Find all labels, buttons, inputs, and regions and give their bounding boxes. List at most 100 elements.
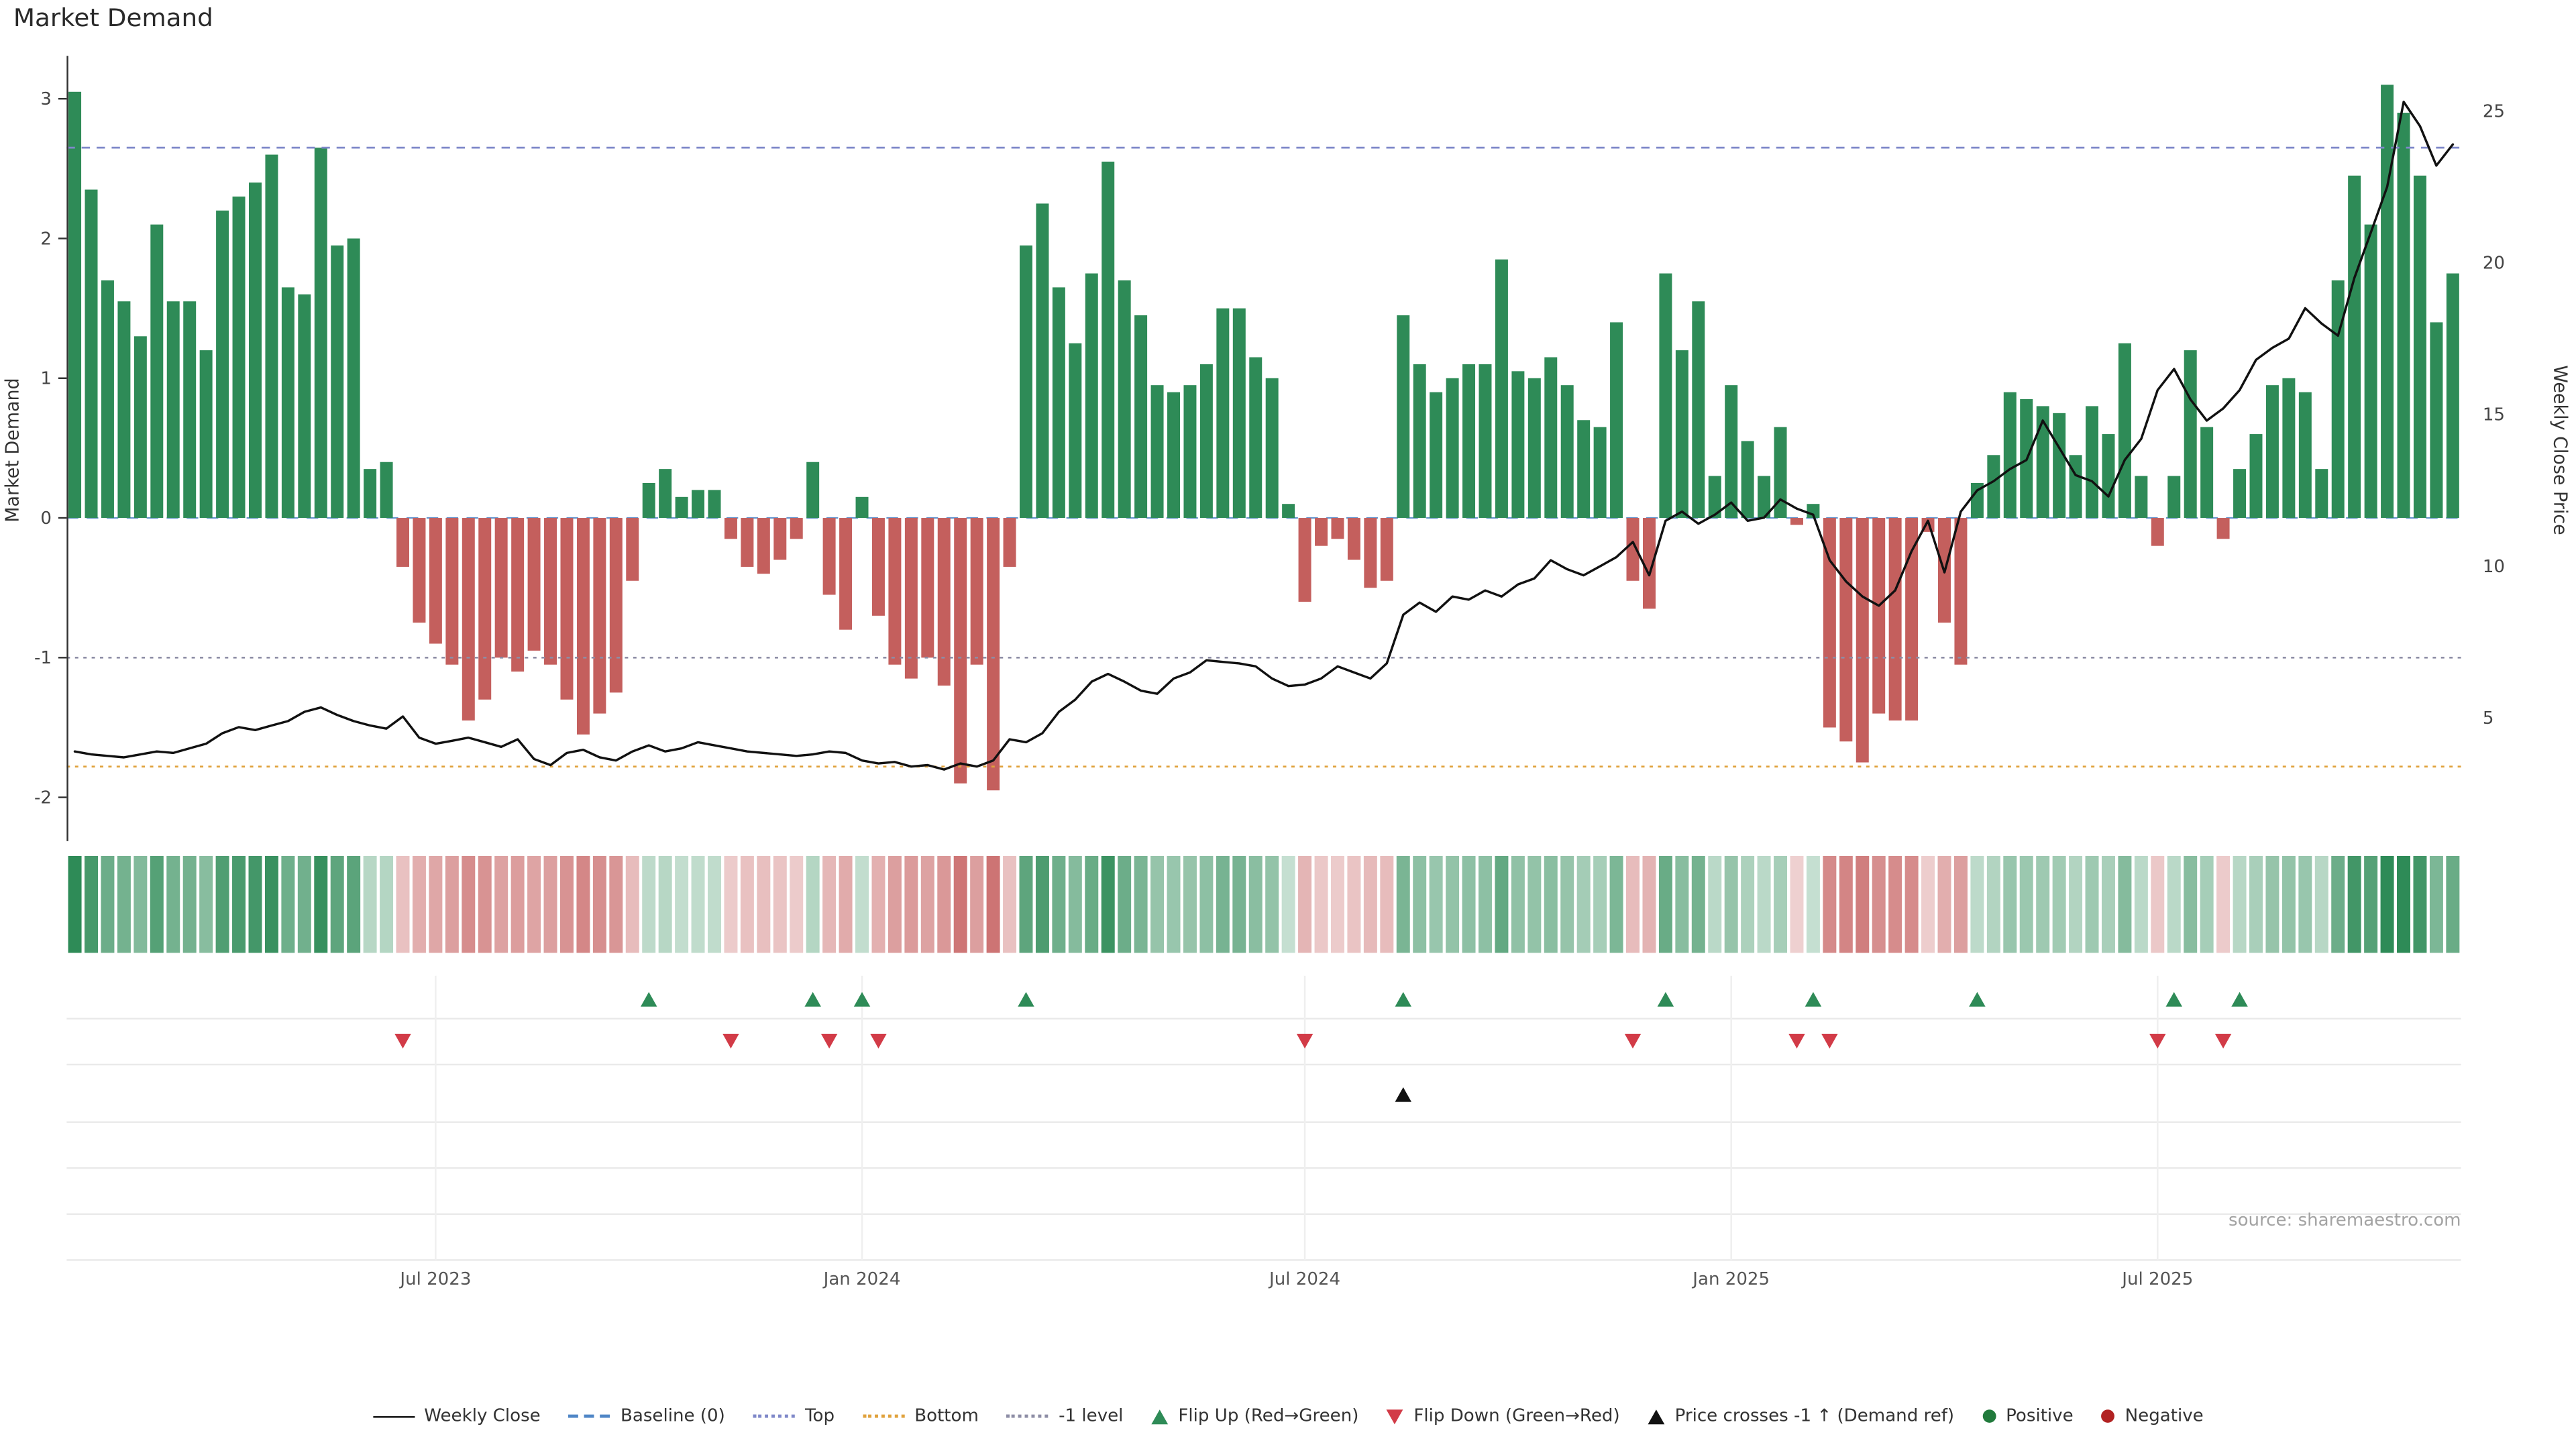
demand-bar bbox=[2298, 392, 2312, 519]
demand-bar bbox=[2216, 518, 2230, 539]
left-tick-label: -2 bbox=[34, 788, 52, 808]
flip-down-marker bbox=[394, 1034, 411, 1049]
legend-item: Negative bbox=[2101, 1406, 2204, 1426]
demand-bar bbox=[494, 518, 508, 658]
demand-bar bbox=[1347, 518, 1360, 560]
heatmap-cell bbox=[1757, 855, 1771, 953]
demand-bar bbox=[1527, 378, 1541, 519]
x-tick-label: Jul 2024 bbox=[1268, 1269, 1340, 1289]
heatmap-cell bbox=[1774, 855, 1788, 953]
heatmap-cell bbox=[527, 855, 541, 953]
heatmap-cell bbox=[1167, 855, 1181, 953]
marker-lanes bbox=[66, 975, 2461, 1261]
left-tick-label: 3 bbox=[40, 89, 52, 109]
heatmap-cell bbox=[2019, 855, 2033, 953]
demand-bar bbox=[527, 518, 541, 651]
demand-bar bbox=[101, 280, 114, 519]
left-tick-label: -1 bbox=[34, 648, 52, 668]
heatmap-cell bbox=[199, 855, 213, 953]
heatmap-cell bbox=[166, 855, 180, 953]
demand-bar bbox=[462, 518, 475, 721]
left-axis-label: Market Demand bbox=[2, 378, 23, 522]
market-demand-chart: -2 -1 0 1 2 3 Market Demand 5 10 15 20 25 Weekly Clo… bbox=[2, 56, 2571, 1289]
flip-up-marker bbox=[1657, 991, 1674, 1007]
x-tick-label: Jan 2025 bbox=[1691, 1269, 1770, 1289]
demand-bar bbox=[2315, 469, 2328, 519]
flip-up-marker bbox=[2165, 991, 2183, 1007]
flip-up-marker bbox=[640, 991, 657, 1007]
heatmap-cell bbox=[1281, 855, 1295, 953]
demand-bar bbox=[1462, 364, 1476, 519]
demand-bar bbox=[1905, 518, 1919, 721]
left-tick-label: 1 bbox=[40, 369, 52, 389]
heatmap-cell bbox=[478, 855, 492, 953]
heatmap-cell bbox=[2118, 855, 2132, 953]
heatmap-cell bbox=[1478, 855, 1492, 953]
heatmap-cell bbox=[133, 855, 148, 953]
heatmap-cell bbox=[576, 855, 590, 953]
heatmap-cell bbox=[1462, 855, 1476, 953]
demand-bar bbox=[1150, 385, 1164, 519]
demand-bar bbox=[659, 469, 672, 519]
heatmap-cell bbox=[330, 855, 344, 953]
legend-line-swatch bbox=[753, 1414, 796, 1418]
legend-item: Price crosses -1 ↑ (Demand ref) bbox=[1648, 1406, 1954, 1426]
source-text: source: sharemaestro.com bbox=[2229, 1210, 2461, 1230]
heatmap-cell bbox=[1052, 855, 1066, 953]
heatmap-cell bbox=[1839, 855, 1853, 953]
demand-bar bbox=[954, 518, 967, 784]
heatmap-cell bbox=[839, 855, 853, 953]
heatmap-cell bbox=[806, 855, 820, 953]
heatmap-cell bbox=[1429, 855, 1443, 953]
heatmap-cell bbox=[773, 855, 787, 953]
demand-bar bbox=[1216, 308, 1230, 519]
heatmap-cell bbox=[1298, 855, 1312, 953]
chart-title: Market Demand bbox=[13, 3, 213, 33]
heatmap-cell bbox=[248, 855, 262, 953]
legend-item: Baseline (0) bbox=[568, 1406, 725, 1426]
demand-bar bbox=[445, 518, 459, 665]
legend-label: Positive bbox=[2006, 1406, 2074, 1426]
heatmap-cell bbox=[1872, 855, 1886, 953]
heatmap-cell bbox=[1380, 855, 1394, 953]
heatmap-cell bbox=[1183, 855, 1197, 953]
demand-bar bbox=[757, 518, 770, 574]
heatmap-cell bbox=[790, 855, 804, 953]
right-axis-label: Weekly Close Price bbox=[2550, 365, 2571, 535]
heatmap-cell bbox=[1003, 855, 1017, 953]
demand-bar bbox=[1003, 518, 1016, 567]
demand-bar bbox=[199, 350, 213, 519]
demand-bar bbox=[1479, 364, 1492, 519]
demand-bar bbox=[1331, 518, 1344, 539]
demand-bar bbox=[1167, 392, 1181, 519]
demand-bar bbox=[2053, 413, 2066, 519]
heatmap-cell bbox=[494, 855, 508, 953]
heatmap-cell bbox=[1446, 855, 1460, 953]
right-axis: 5 10 15 20 25 bbox=[2483, 101, 2505, 729]
left-tick-label: 2 bbox=[40, 229, 52, 249]
heatmap-cell bbox=[1216, 855, 1230, 953]
legend-line-swatch bbox=[372, 1415, 415, 1417]
heatmap-cell bbox=[658, 855, 672, 953]
legend-label: Price crosses -1 ↑ (Demand ref) bbox=[1674, 1406, 1955, 1426]
heatmap-cell bbox=[1511, 855, 1525, 953]
heatmap-cell bbox=[363, 855, 377, 953]
demand-bar bbox=[1298, 518, 1311, 602]
heatmap-cell bbox=[2314, 855, 2328, 953]
demand-bar bbox=[921, 518, 934, 658]
heatmap-cell bbox=[2069, 855, 2083, 953]
heatmap-cell bbox=[2282, 855, 2296, 953]
demand-bar bbox=[2135, 476, 2148, 519]
demand-bar bbox=[1249, 357, 1263, 519]
heatmap-cell bbox=[1708, 855, 1722, 953]
legend-label: Top bbox=[804, 1406, 835, 1426]
heatmap-cell bbox=[1642, 855, 1656, 953]
demand-bar bbox=[478, 518, 492, 700]
demand-bar bbox=[1823, 518, 1836, 728]
heatmap-cell bbox=[412, 855, 426, 953]
demand-bar bbox=[1511, 371, 1525, 519]
demand-bar bbox=[1888, 518, 1902, 721]
demand-bar bbox=[133, 336, 147, 519]
heatmap-cell bbox=[232, 855, 246, 953]
